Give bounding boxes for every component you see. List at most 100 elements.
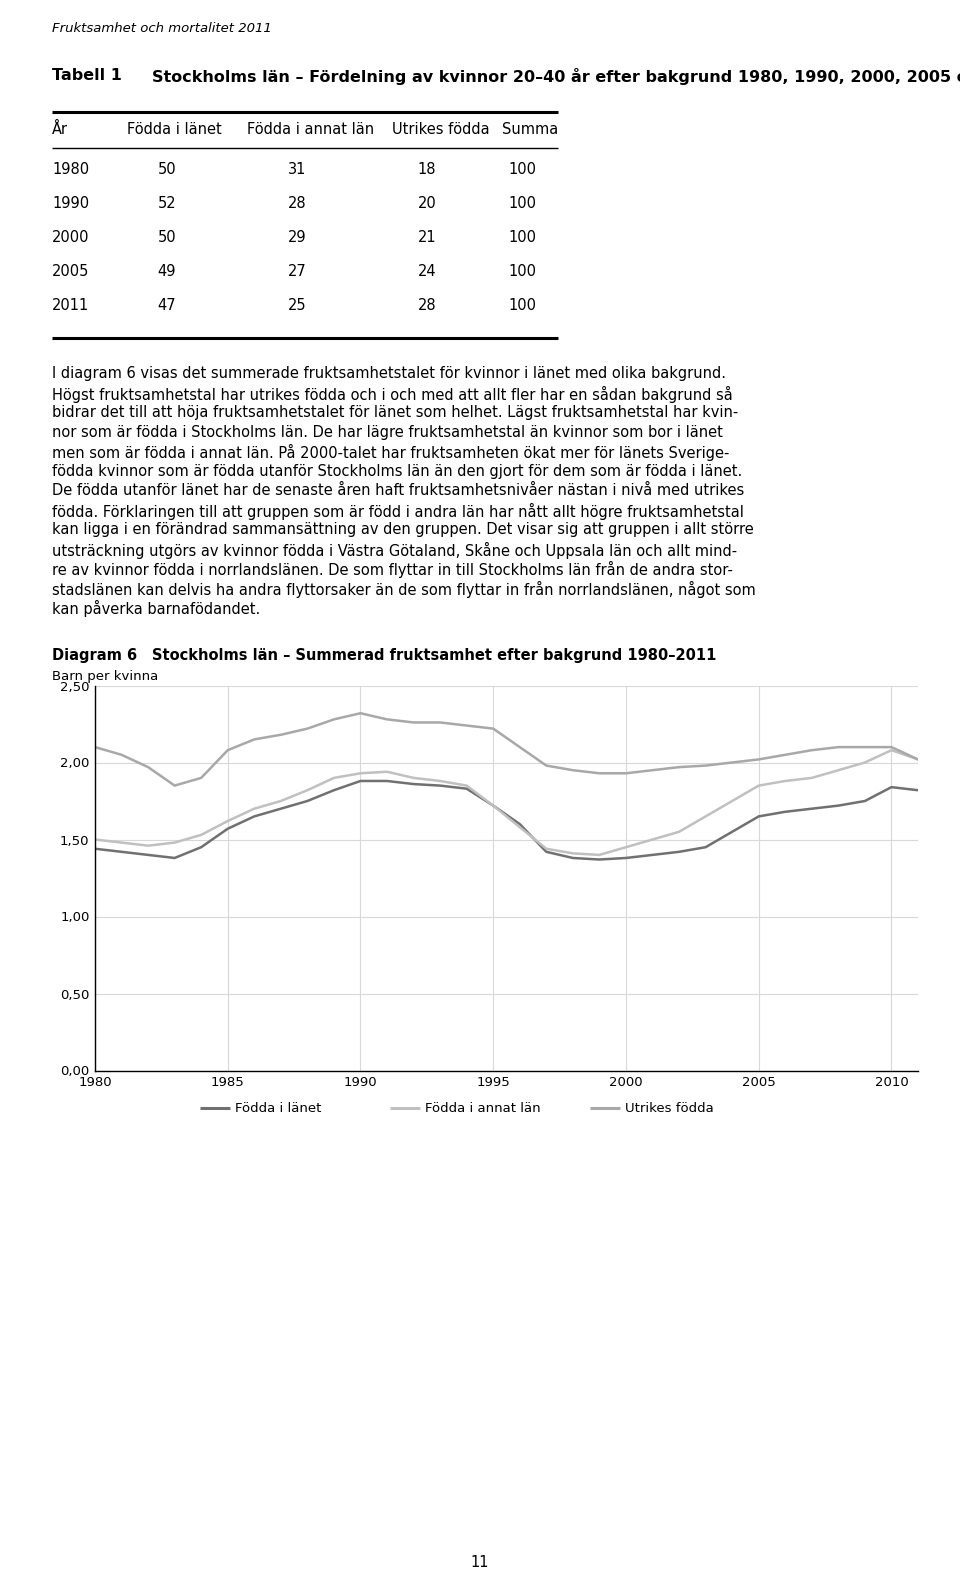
Text: Diagram 6: Diagram 6 — [52, 648, 137, 662]
Födda i annat län — [700, 807, 711, 826]
Text: Födda i annat län: Födda i annat län — [247, 121, 374, 137]
Utrikes födda — [355, 704, 367, 723]
Utrikes födda — [514, 738, 525, 756]
Text: 47: 47 — [157, 298, 177, 314]
Födda i annat län — [806, 769, 818, 788]
Födda i länet — [116, 842, 128, 860]
Text: 2011: 2011 — [52, 298, 89, 314]
Text: 28: 28 — [418, 298, 436, 314]
Födda i länet — [434, 775, 445, 794]
Text: Födda i länet: Födda i länet — [127, 121, 222, 137]
Utrikes födda — [222, 741, 233, 760]
Födda i annat län — [116, 834, 128, 853]
Utrikes födda — [142, 758, 154, 777]
Födda i länet — [859, 791, 871, 810]
Text: 11: 11 — [470, 1556, 490, 1570]
Text: 52: 52 — [157, 195, 177, 211]
Text: Högst fruktsamhetstal har utrikes födda och i och med att allt fler har en sådan: Högst fruktsamhetstal har utrikes födda … — [52, 386, 732, 402]
Födda i annat län — [301, 780, 313, 799]
Text: Utrikes födda: Utrikes födda — [392, 121, 490, 137]
Utrikes födda — [116, 745, 128, 764]
Utrikes födda — [408, 712, 420, 731]
Födda i länet — [328, 780, 340, 799]
Text: I diagram 6 visas det summerade fruktsamhetstalet för kvinnor i länet med olika : I diagram 6 visas det summerade fruktsam… — [52, 366, 726, 381]
Födda i länet — [647, 845, 659, 864]
Text: men som är födda i annat län. På 2000-talet har fruktsamheten ökat mer för länet: men som är födda i annat län. På 2000-ta… — [52, 444, 730, 462]
Utrikes födda — [381, 709, 393, 728]
Text: nor som är födda i Stockholms län. De har lägre fruktsamhetstal än kvinnor som b: nor som är födda i Stockholms län. De ha… — [52, 424, 723, 440]
Födda i länet — [89, 840, 101, 859]
Födda i länet — [276, 799, 287, 818]
Utrikes födda — [301, 719, 313, 738]
Utrikes födda — [620, 764, 632, 783]
Födda i annat län — [673, 823, 684, 842]
Födda i annat län — [276, 791, 287, 810]
Text: re av kvinnor födda i norrlandslänen. De som flyttar in till Stockholms län från: re av kvinnor födda i norrlandslänen. De… — [52, 561, 732, 578]
Text: Födda i länet: Födda i länet — [235, 1103, 322, 1116]
Text: Stockholms län – Fördelning av kvinnor 20–40 år efter bakgrund 1980, 1990, 2000,: Stockholms län – Fördelning av kvinnor 2… — [152, 68, 960, 85]
Födda i annat län — [886, 741, 898, 760]
Födda i länet — [355, 772, 367, 791]
Text: 1980: 1980 — [52, 162, 89, 177]
Text: 2000: 2000 — [52, 230, 89, 244]
Utrikes födda — [276, 725, 287, 744]
Födda i länet — [700, 838, 711, 857]
Utrikes födda — [169, 775, 180, 794]
Text: 21: 21 — [418, 230, 436, 244]
Text: Stockholms län – Summerad fruktsamhet efter bakgrund 1980–2011: Stockholms län – Summerad fruktsamhet ef… — [152, 648, 716, 662]
Text: 100: 100 — [508, 298, 536, 314]
Födda i annat län — [912, 750, 924, 769]
Födda i annat län — [196, 826, 207, 845]
Födda i länet — [249, 807, 260, 826]
Utrikes födda — [912, 750, 924, 769]
Text: 31: 31 — [288, 162, 306, 177]
Text: Barn per kvinna: Barn per kvinna — [52, 670, 158, 682]
Födda i länet — [832, 796, 844, 815]
Text: Summa: Summa — [502, 121, 559, 137]
Utrikes födda — [780, 745, 791, 764]
Födda i länet — [753, 807, 764, 826]
Utrikes födda — [328, 709, 340, 728]
Födda i annat län — [859, 753, 871, 772]
Utrikes födda — [196, 769, 207, 788]
Text: kan ligga i en förändrad sammansättning av den gruppen. Det visar sig att gruppe: kan ligga i en förändrad sammansättning … — [52, 522, 754, 537]
Födda i annat län — [780, 772, 791, 791]
Födda i länet — [886, 777, 898, 796]
Utrikes födda — [567, 761, 579, 780]
Utrikes födda — [859, 738, 871, 756]
Födda i annat län — [434, 772, 445, 791]
Text: bidrar det till att höja fruktsamhetstalet för länet som helhet. Lägst fruktsamh: bidrar det till att höja fruktsamhetstal… — [52, 405, 738, 419]
Text: Födda i annat län: Födda i annat län — [425, 1103, 540, 1116]
Födda i annat län — [355, 764, 367, 783]
Födda i annat län — [540, 840, 552, 859]
Text: 29: 29 — [288, 230, 306, 244]
Födda i annat län — [89, 831, 101, 849]
Födda i annat län — [461, 775, 472, 794]
Text: 50: 50 — [157, 230, 177, 244]
Födda i länet — [408, 775, 420, 794]
Text: 100: 100 — [508, 162, 536, 177]
Text: 18: 18 — [418, 162, 436, 177]
Utrikes födda — [806, 741, 818, 760]
Text: födda kvinnor som är födda utanför Stockholms län än den gjort för dem som är fö: födda kvinnor som är födda utanför Stock… — [52, 463, 742, 479]
Födda i annat län — [222, 812, 233, 831]
Text: År: År — [52, 121, 68, 137]
Födda i annat län — [620, 838, 632, 857]
Utrikes födda — [727, 753, 738, 772]
Text: 100: 100 — [508, 265, 536, 279]
Line: Födda i länet: Födda i länet — [95, 782, 918, 859]
Födda i annat län — [593, 845, 605, 864]
Text: 25: 25 — [288, 298, 306, 314]
Text: 2005: 2005 — [52, 265, 89, 279]
Utrikes födda — [700, 756, 711, 775]
Födda i annat län — [381, 763, 393, 782]
Födda i länet — [912, 780, 924, 799]
Födda i annat län — [328, 769, 340, 788]
Födda i länet — [673, 842, 684, 860]
Utrikes födda — [249, 730, 260, 749]
Text: 100: 100 — [508, 230, 536, 244]
Utrikes födda — [461, 716, 472, 734]
Födda i annat län — [647, 831, 659, 849]
Födda i annat län — [832, 761, 844, 780]
Text: 1990: 1990 — [52, 195, 89, 211]
